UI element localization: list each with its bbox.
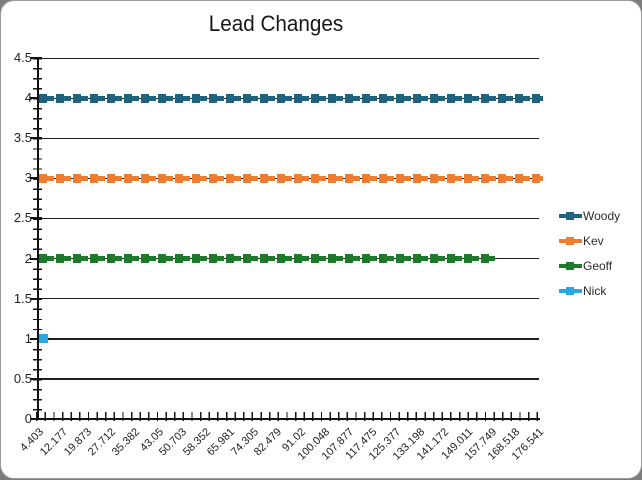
y-gridline	[38, 298, 539, 300]
legend-item-kev: Kev	[559, 234, 620, 248]
legend-label: Woody	[583, 209, 621, 223]
x-axis-line	[37, 417, 540, 420]
series-nick-point	[39, 334, 48, 344]
legend-marker-icon	[559, 212, 582, 221]
y-axis-major-tick	[30, 217, 42, 220]
y-axis-major-tick	[30, 377, 42, 380]
y-axis-line	[37, 57, 39, 420]
chart-title: Lead Changes	[208, 11, 344, 36]
y-axis-major-tick	[30, 177, 42, 180]
y-axis-label: 2.5	[13, 210, 32, 226]
legend-label: Nick	[583, 284, 607, 298]
series-kev-line	[39, 173, 543, 183]
y-gridline	[38, 217, 539, 220]
y-axis-label: 2	[24, 250, 32, 266]
y-axis-major-tick	[30, 137, 42, 140]
y-axis-major-tick	[30, 57, 42, 59]
y-gridline	[38, 338, 539, 340]
legend-item-woody: Woody	[559, 209, 620, 223]
series-woody-line	[39, 93, 543, 103]
y-gridline	[38, 137, 539, 140]
legend-marker-icon	[559, 287, 582, 296]
legend-marker-icon	[559, 262, 582, 271]
y-axis-label: 3.5	[13, 130, 32, 146]
y-axis-label: 0.5	[13, 370, 32, 386]
y-axis-label: 1	[24, 330, 32, 346]
y-axis-label: 4.5	[13, 50, 32, 65]
y-gridline	[38, 378, 539, 380]
y-axis-label: 1.5	[13, 290, 32, 306]
legend-item-nick: Nick	[559, 284, 620, 298]
x-axis-minor-ticks	[36, 412, 542, 421]
y-axis-major-tick	[30, 418, 42, 420]
legend-label: Geoff	[583, 259, 613, 273]
y-axis-major-tick	[30, 97, 42, 100]
y-axis-label: 3	[24, 170, 32, 186]
y-axis-major-tick	[30, 257, 42, 260]
legend: Woody Kev Geoff Nick	[559, 209, 620, 298]
y-axis-label: 4	[24, 90, 32, 106]
legend-marker-icon	[559, 237, 582, 246]
legend-item-geoff: Geoff	[559, 259, 620, 273]
y-gridline	[38, 57, 539, 59]
y-axis-major-tick	[30, 297, 42, 300]
plot-area: 4.5 4 3.5 3 2.5 2 1.5 1 0.5 0 4.403 12.177 19.873 27.…	[14, 50, 547, 463]
legend-label: Kev	[583, 234, 604, 248]
y-axis-major-tick	[30, 337, 42, 340]
series-geoff-line	[39, 254, 496, 264]
y-axis-label: 0	[24, 411, 32, 426]
